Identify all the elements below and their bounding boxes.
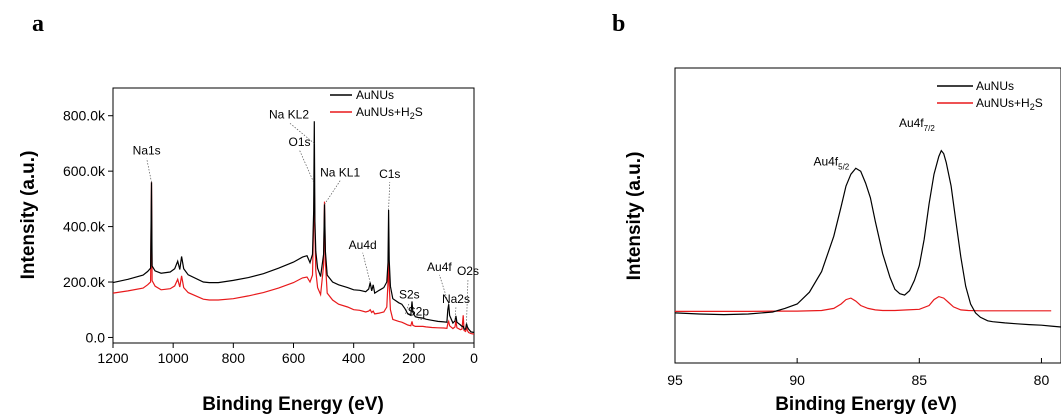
- annotation-leader-a-1: [288, 122, 315, 144]
- legend-label-a-1: AuNUs+H2S: [356, 105, 423, 121]
- annotation-leader-a-10: [454, 306, 457, 321]
- annotation-leader-a-5: [362, 252, 371, 283]
- peak-label-a-8: S2s: [399, 288, 420, 302]
- series-line-a-1: [112, 182, 475, 335]
- panel-letter-b: b: [612, 11, 625, 37]
- peak-label-a-7: O2s: [457, 264, 479, 278]
- x-tick-label-a-3: 600: [282, 350, 306, 366]
- xps-au4f-chart: 95 90 85 80 Au4f5/2 Au4f7/2 AuNUs AuNUs+H2S B…: [624, 67, 1061, 415]
- annotation-leader-a-2: [299, 150, 314, 183]
- panel-letter-a: a: [32, 11, 44, 37]
- peak-label-b-1: Au4f7/2: [899, 116, 935, 133]
- annotation-leader-a-7: [466, 279, 469, 324]
- y-axis-title-a: Intensity (a.u.): [18, 151, 39, 280]
- x-axis-title-b: Binding Energy (eV): [775, 394, 957, 415]
- y-tick-label-a-1: 200.0k: [63, 274, 106, 290]
- y-tick-label-a-4: 800.0k: [63, 108, 106, 124]
- peak-label-a-6: Au4f: [427, 260, 452, 274]
- x-tick-label-a-5: 200: [402, 350, 426, 366]
- peak-label-a-9: S2p: [408, 304, 430, 318]
- annotation-leader-a-6: [439, 274, 450, 305]
- peak-label-a-2: O1s: [289, 135, 311, 149]
- x-tick-label-b-1: 90: [789, 372, 805, 388]
- y-tick-label-a-0: 0.0: [86, 329, 106, 345]
- peak-label-b-0: Au4f5/2: [813, 154, 849, 171]
- y-tick-label-a-2: 400.0k: [63, 219, 106, 235]
- x-tick-label-b-2: 85: [912, 372, 928, 388]
- xps-survey-chart: 1200 1000 800 600 400 200 0 0.0 200.0k 400.0k 600.…: [18, 87, 479, 415]
- annotation-leader-a-8: [405, 302, 410, 315]
- x-tick-label-a-0: 1200: [97, 350, 128, 366]
- x-tick-label-a-2: 800: [222, 350, 246, 366]
- annotation-leader-a-3: [324, 180, 341, 205]
- peak-label-a-5: Au4d: [349, 238, 377, 252]
- peak-label-a-1: Na KL2: [269, 107, 309, 121]
- x-tick-label-a-6: 0: [470, 350, 478, 366]
- peak-label-a-0: Na1s: [133, 144, 161, 158]
- peak-label-a-4: C1s: [379, 167, 400, 181]
- x-tick-label-a-1: 1000: [158, 350, 189, 366]
- legend-label-a-0: AuNUs: [356, 88, 394, 102]
- plot-frame-b: [674, 67, 1061, 364]
- annotation-leader-a-4: [388, 182, 391, 210]
- series-line-b-0: [674, 149, 1061, 328]
- series-line-a-0: [112, 121, 475, 334]
- series-line-b-1: [675, 295, 1052, 312]
- legend-label-b-1: AuNUs+H2S: [976, 96, 1043, 112]
- legend-label-b-0: AuNUs: [976, 79, 1014, 93]
- x-tick-label-b-3: 80: [1034, 372, 1050, 388]
- x-axis-title-a: Binding Energy (eV): [202, 394, 384, 415]
- peak-label-a-10: Na2s: [442, 292, 470, 306]
- x-tick-label-a-4: 400: [342, 350, 366, 366]
- y-axis-title-b: Intensity (a.u.): [624, 152, 645, 281]
- peak-label-a-3: Na KL1: [320, 166, 360, 180]
- x-tick-label-b-0: 95: [667, 372, 683, 388]
- y-tick-label-a-3: 600.0k: [63, 163, 106, 179]
- annotation-leader-a-0: [146, 158, 152, 183]
